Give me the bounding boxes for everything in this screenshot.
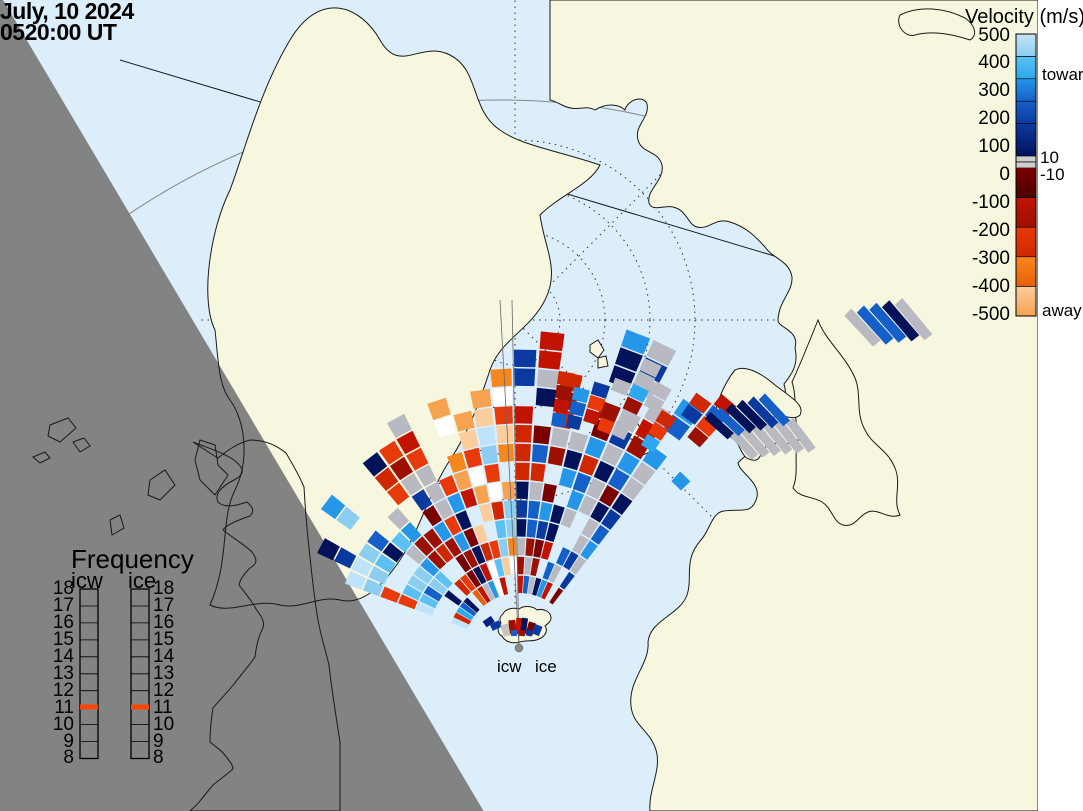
svg-text:-100: -100 xyxy=(972,192,1010,213)
svg-text:-10: -10 xyxy=(1040,165,1065,184)
svg-text:-300: -300 xyxy=(972,248,1010,269)
svg-text:-500: -500 xyxy=(972,304,1010,325)
svg-text:toward: toward xyxy=(1042,65,1083,84)
svg-text:away: away xyxy=(1042,301,1082,320)
svg-text:ice: ice xyxy=(535,657,557,676)
svg-text:-200: -200 xyxy=(972,220,1010,241)
svg-text:-400: -400 xyxy=(972,276,1010,297)
svg-text:0: 0 xyxy=(999,164,1010,185)
svg-text:500: 500 xyxy=(978,25,1010,46)
svg-text:8: 8 xyxy=(63,747,74,768)
svg-text:8: 8 xyxy=(153,747,164,768)
svg-text:0520:00 UT: 0520:00 UT xyxy=(0,19,117,45)
svg-text:200: 200 xyxy=(978,108,1010,129)
svg-text:400: 400 xyxy=(978,52,1010,73)
svg-text:300: 300 xyxy=(978,80,1010,101)
svg-text:100: 100 xyxy=(978,136,1010,157)
svg-text:icw: icw xyxy=(497,657,522,676)
